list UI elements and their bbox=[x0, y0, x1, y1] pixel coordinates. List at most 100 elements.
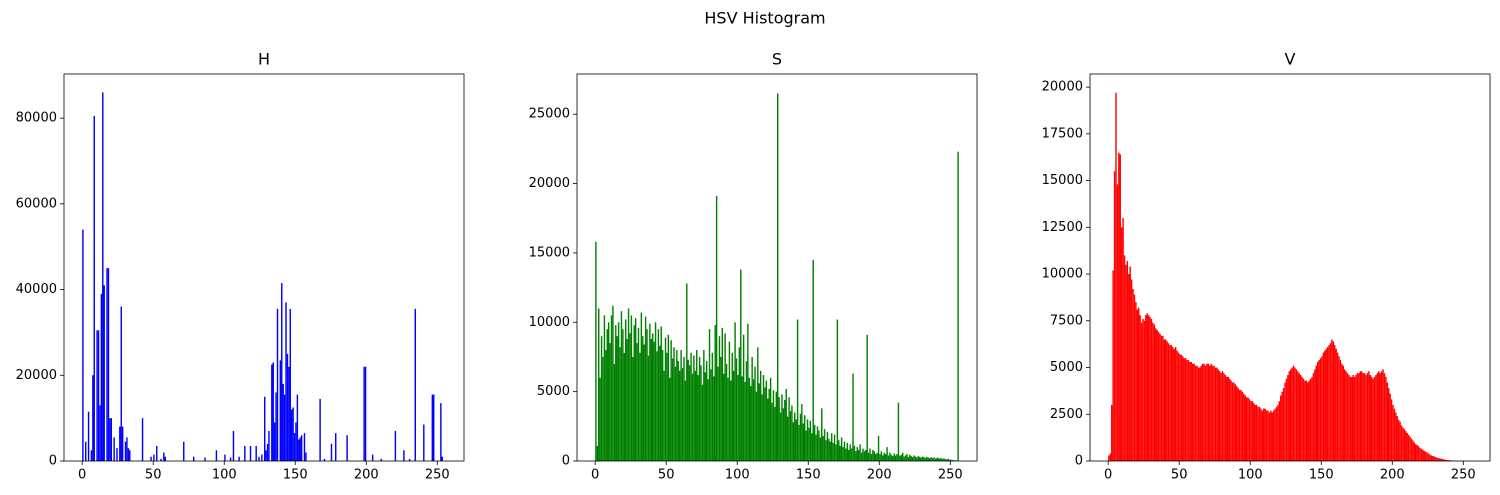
histogram-bar bbox=[704, 372, 706, 461]
histogram-bar bbox=[829, 441, 831, 461]
histogram-bar bbox=[767, 398, 769, 461]
histogram-bar bbox=[1345, 371, 1347, 461]
histogram-bar bbox=[1358, 373, 1360, 461]
histogram-bar bbox=[1373, 376, 1376, 461]
x-tick-label: 100 bbox=[725, 468, 750, 483]
histogram-bar bbox=[697, 375, 699, 461]
histogram-bar bbox=[433, 394, 435, 461]
histogram-bar bbox=[860, 452, 863, 461]
histogram-bar bbox=[1324, 350, 1326, 461]
histogram-bar bbox=[363, 366, 365, 461]
histogram-bar bbox=[1224, 375, 1227, 461]
histogram-bar bbox=[910, 456, 912, 461]
histogram-bar bbox=[1282, 388, 1285, 461]
histogram-bar bbox=[683, 356, 685, 461]
histogram-bar bbox=[634, 318, 637, 461]
x-tick-label: 250 bbox=[425, 468, 450, 483]
histogram-bar bbox=[916, 457, 918, 461]
histogram-bar bbox=[857, 449, 860, 461]
axes-title: H bbox=[258, 50, 270, 69]
y-tick-label: 0 bbox=[562, 454, 570, 469]
histogram-bar bbox=[671, 358, 674, 461]
histogram-bar bbox=[849, 444, 851, 461]
histogram-bar bbox=[160, 458, 162, 461]
y-tick-label: 15000 bbox=[1042, 173, 1083, 188]
histogram-bar bbox=[156, 446, 158, 461]
histogram-bar bbox=[1267, 410, 1269, 461]
histogram-bar bbox=[914, 456, 917, 461]
histogram-bar bbox=[761, 394, 763, 461]
histogram-bar bbox=[1146, 313, 1148, 461]
histogram-bar bbox=[97, 330, 100, 461]
histogram-bar bbox=[229, 457, 232, 461]
histogram-bar bbox=[87, 411, 90, 461]
histogram-bar bbox=[1389, 393, 1391, 461]
histogram-bar bbox=[1284, 382, 1286, 461]
histogram-bar bbox=[346, 435, 348, 461]
histogram-bar bbox=[394, 431, 397, 461]
histogram-bar bbox=[1407, 434, 1410, 461]
histogram-bar bbox=[728, 341, 731, 461]
histogram-bar bbox=[889, 452, 891, 461]
histogram-bar bbox=[1169, 345, 1171, 461]
histogram-bar bbox=[653, 341, 655, 461]
histogram-bar bbox=[1130, 279, 1133, 461]
histogram-bar bbox=[830, 433, 833, 461]
histogram-bar bbox=[153, 454, 155, 461]
y-tick-label: 40000 bbox=[16, 282, 57, 297]
histogram-bar bbox=[1301, 376, 1303, 461]
histogram-bar bbox=[755, 391, 758, 461]
histogram-bar bbox=[627, 308, 630, 461]
histogram-bar bbox=[903, 456, 905, 461]
histogram-bar bbox=[1240, 389, 1242, 461]
histogram-bar bbox=[1362, 373, 1364, 461]
histogram-bar bbox=[880, 451, 883, 461]
histogram-bar bbox=[730, 380, 732, 461]
histogram-bar bbox=[1173, 348, 1175, 461]
histogram-bar bbox=[1213, 365, 1215, 461]
histogram-bar bbox=[204, 457, 206, 461]
histogram-bar bbox=[622, 329, 624, 461]
histogram-bar bbox=[319, 398, 321, 461]
histogram-bar bbox=[911, 457, 914, 461]
histogram-bar bbox=[1255, 404, 1258, 461]
histogram-bar bbox=[96, 330, 98, 461]
histogram-bar bbox=[1361, 371, 1363, 461]
y-tick-label: 12500 bbox=[1042, 220, 1083, 235]
histogram-bar bbox=[953, 460, 955, 461]
histogram-bar bbox=[100, 293, 103, 461]
histogram-bar bbox=[1138, 307, 1140, 461]
histogram-bar bbox=[696, 350, 698, 461]
histogram-bar bbox=[917, 456, 920, 461]
histogram-bar bbox=[1402, 427, 1404, 461]
histogram-bar bbox=[762, 375, 765, 461]
histogram-bar bbox=[1368, 371, 1370, 461]
histogram-bar bbox=[1383, 373, 1386, 461]
histogram-bar bbox=[1214, 367, 1217, 461]
histogram-bar bbox=[1420, 448, 1423, 461]
histogram-bar bbox=[779, 412, 782, 461]
histogram-bar bbox=[788, 397, 790, 461]
histogram-bar bbox=[598, 308, 600, 461]
histogram-bar bbox=[781, 394, 783, 461]
histogram-bar bbox=[616, 336, 618, 461]
histogram-bar bbox=[930, 457, 932, 461]
histogram-bar bbox=[299, 437, 301, 461]
histogram-bar bbox=[607, 322, 610, 461]
histogram-bar bbox=[625, 319, 627, 461]
histogram-bar bbox=[1271, 412, 1273, 461]
histogram-bar bbox=[708, 329, 711, 461]
histogram-bar bbox=[1172, 346, 1174, 461]
histogram-bar bbox=[1278, 401, 1281, 461]
y-tick-label: 17500 bbox=[1042, 126, 1083, 141]
histogram-bar bbox=[644, 316, 647, 461]
histogram-bar bbox=[1135, 302, 1137, 461]
histogram-bar bbox=[1298, 373, 1300, 461]
histogram-bar bbox=[244, 446, 246, 461]
histogram-bar bbox=[1415, 444, 1417, 461]
histogram-bar bbox=[1197, 367, 1200, 461]
histogram-bar bbox=[1251, 401, 1254, 461]
histogram-bar bbox=[626, 338, 628, 461]
histogram-bar bbox=[1184, 358, 1187, 461]
histogram-bar bbox=[1376, 373, 1379, 461]
